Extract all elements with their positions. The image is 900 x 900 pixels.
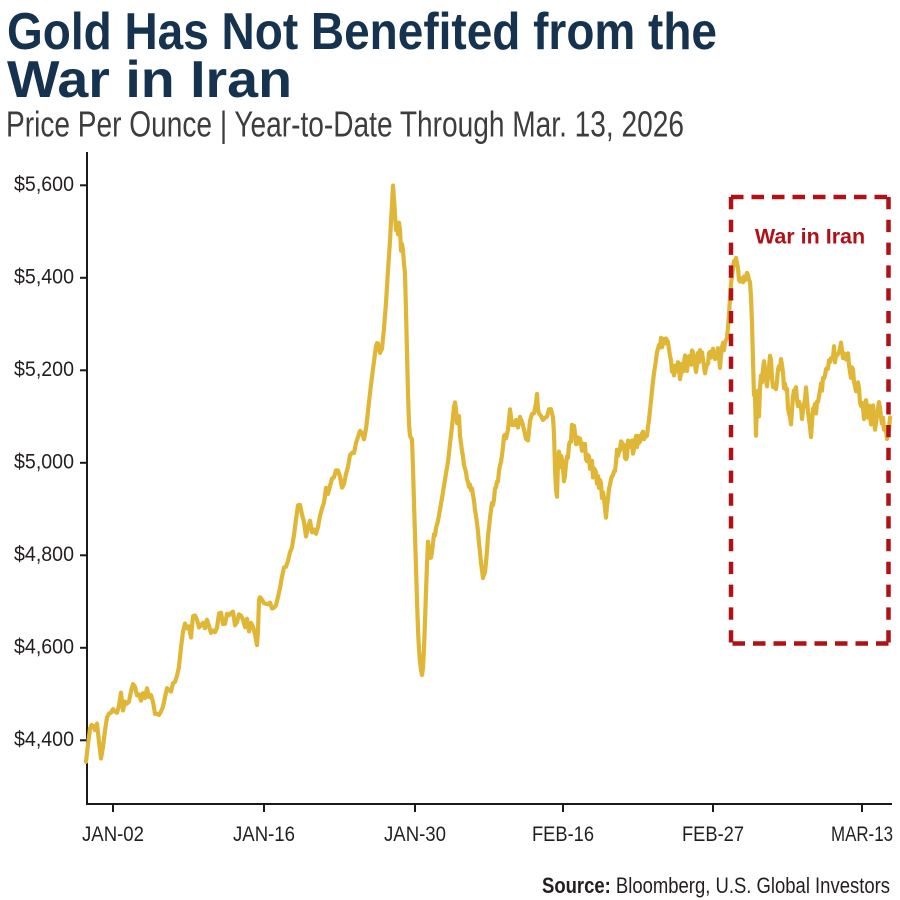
svg-text:MAR-13: MAR-13 [831,822,893,846]
svg-text:$4,800: $4,800 [14,543,74,566]
svg-text:JAN-16: JAN-16 [233,822,295,846]
svg-text:Price Per Ounce | Year-to-Date: Price Per Ounce | Year-to-Date Through M… [6,104,684,145]
svg-text:$5,400: $5,400 [14,266,74,289]
svg-text:Gold Has Not Benefited from th: Gold Has Not Benefited from the [7,2,717,60]
svg-text:Source: Bloomberg, U.S. Global: Source: Bloomberg, U.S. Global Investors [542,873,890,898]
svg-text:War in Iran: War in Iran [7,50,292,108]
svg-text:$4,600: $4,600 [14,636,74,659]
svg-text:FEB-27: FEB-27 [682,822,744,846]
svg-text:War in Iran: War in Iran [755,225,865,249]
svg-text:JAN-30: JAN-30 [384,822,446,846]
svg-text:JAN-02: JAN-02 [82,822,144,846]
svg-text:$5,200: $5,200 [14,358,74,381]
svg-text:$5,600: $5,600 [14,173,74,196]
svg-text:$5,000: $5,000 [14,451,74,474]
svg-text:FEB-16: FEB-16 [532,822,594,846]
svg-text:$4,400: $4,400 [14,728,74,751]
